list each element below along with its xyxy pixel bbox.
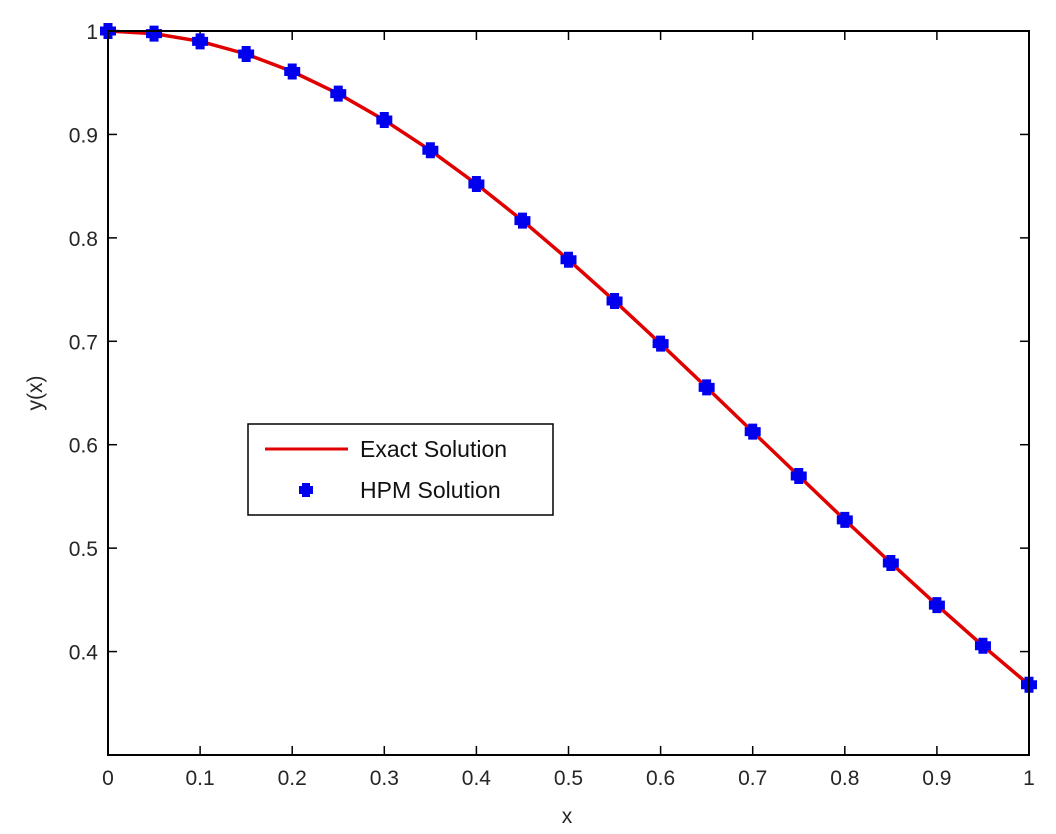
legend-label-exact: Exact Solution [360,436,507,462]
series-marker-hpm [468,175,485,192]
legend-hpm-marker-icon [299,483,313,497]
series-marker-hpm [192,33,209,50]
x-tick-label: 0.2 [278,767,307,790]
series-marker-hpm [928,597,945,614]
x-tick-label: 0.6 [646,767,675,790]
y-tick-label: 0.6 [69,435,98,458]
x-tick-label: 0.8 [830,767,859,790]
x-axis-label: x [562,805,573,828]
series-marker-hpm [974,637,991,654]
series-marker-hpm [790,467,807,484]
series-marker-hpm [698,379,715,396]
axes-frame [107,30,1030,756]
x-tick-label: 0.7 [738,767,767,790]
x-axis-ticks: 0 0.1 0.2 0.3 0.4 0.5 0.6 0.7 0.8 0.9 1 [102,31,1035,790]
x-tick-label: 0 [102,767,114,790]
y-tick-label: 0.9 [69,124,98,147]
series-marker-hpm [652,335,669,352]
series-marker-hpm [330,85,347,102]
series-marker-hpm [422,142,439,159]
series-marker-hpm [606,292,623,309]
x-tick-label: 0.1 [185,767,214,790]
series-marker-hpm [284,63,301,80]
series-marker-hpm [514,212,531,229]
series-marker-hpm [560,251,577,268]
x-tick-label: 0.3 [370,767,399,790]
series-marker-hpm [376,112,393,129]
x-tick-label: 1 [1023,767,1035,790]
legend-box [247,423,554,516]
x-tick-label: 0.9 [922,767,951,790]
series-marker-hpm [744,423,761,440]
series-marker-hpm [836,511,853,528]
series-marker-hpm [238,45,255,62]
y-axis-ticks: 0.4 0.5 0.6 0.7 0.8 0.9 1 [69,21,1029,665]
y-tick-label: 0.5 [69,538,98,561]
x-tick-label: 0.5 [554,767,583,790]
y-tick-label: 1 [86,21,98,44]
x-tick-label: 0.4 [462,767,492,790]
series-marker-hpm [882,555,899,572]
y-tick-label: 0.7 [69,331,98,354]
legend: Exact Solution HPM Solution [247,423,554,516]
series-layer [100,23,1037,693]
y-axis-label: y(x) [24,376,47,411]
legend-label-hpm: HPM Solution [360,477,501,503]
series-marker-hpm [146,25,163,42]
y-tick-label: 0.8 [69,228,98,251]
y-tick-label: 0.4 [69,642,99,665]
